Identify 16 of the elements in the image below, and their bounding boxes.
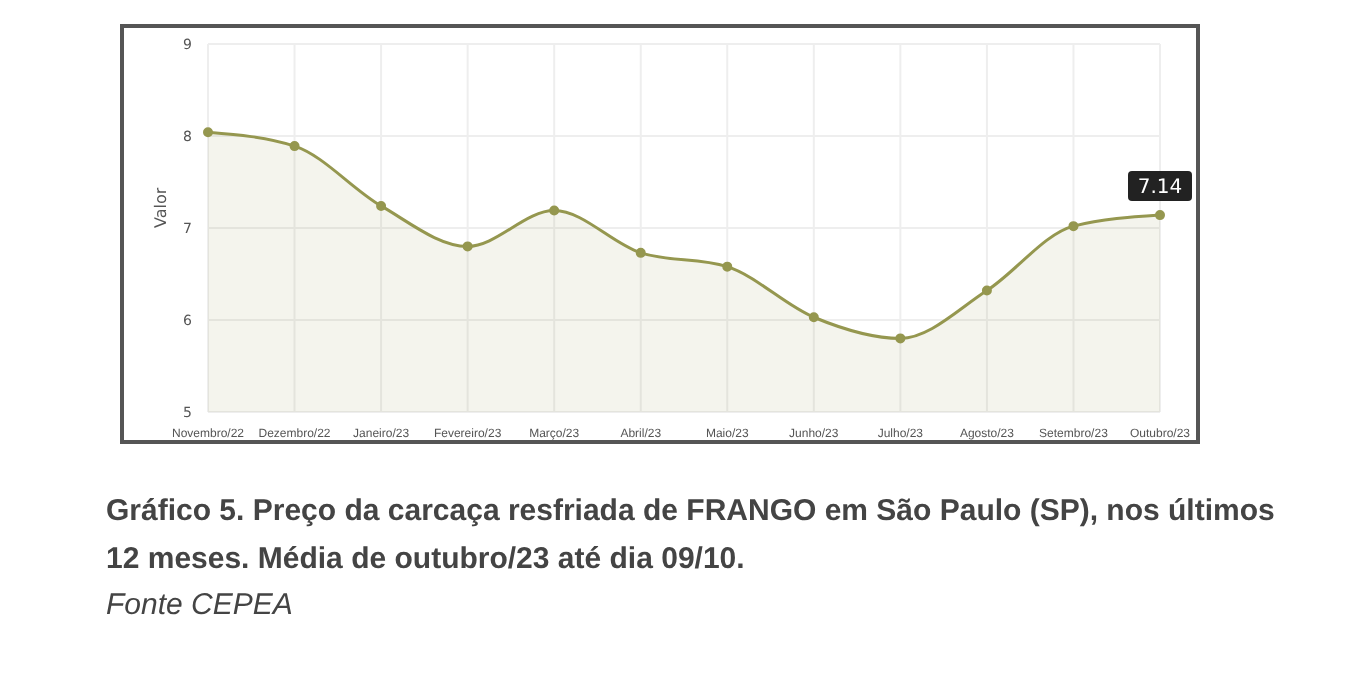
y-axis-title: Valor — [151, 186, 170, 228]
point — [895, 333, 906, 344]
text: Gráfico 5. Preço da carcaça resfriada de FRANGO em São Paulo (SP), nos últimos 12 meses. Média de outubro/23 até dia 09/10. — [106, 492, 1277, 580]
point — [635, 247, 646, 258]
point — [203, 127, 213, 138]
source-note: Fonte CEPEA — [106, 586, 295, 626]
point — [289, 141, 300, 152]
point — [808, 312, 819, 323]
point — [1068, 221, 1079, 232]
point — [549, 205, 560, 216]
point — [981, 285, 992, 296]
point — [1155, 210, 1165, 221]
point — [462, 241, 473, 252]
point — [376, 200, 387, 211]
data-label: 7.14 — [1137, 177, 1183, 200]
point — [722, 261, 733, 272]
